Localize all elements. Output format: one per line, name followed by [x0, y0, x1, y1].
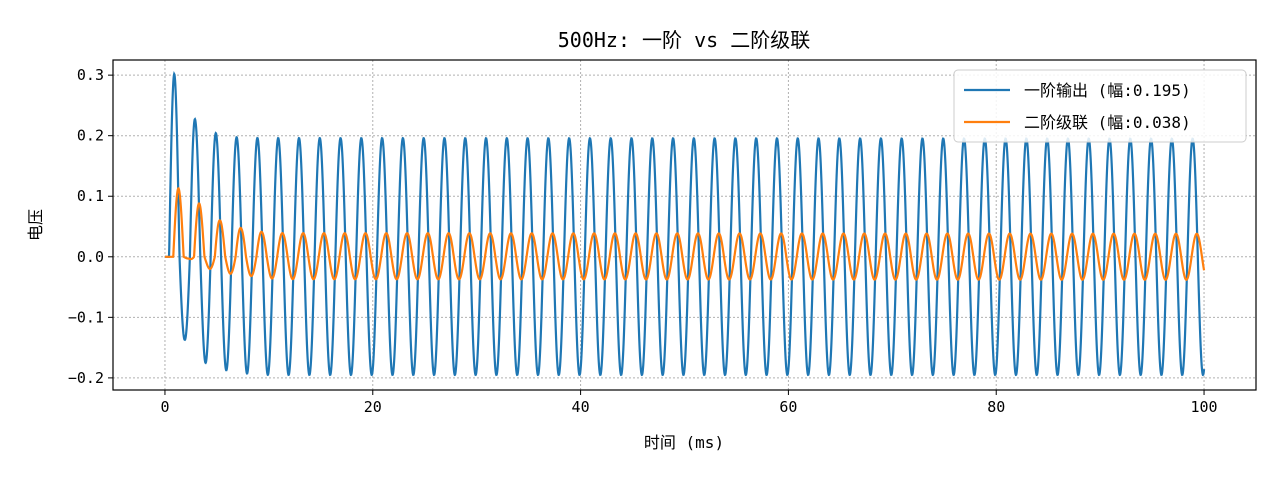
chart-title: 500Hz: 一阶 vs 二阶级联	[558, 28, 810, 52]
y-axis-title: 电压	[26, 209, 45, 241]
plot-frame	[112, 59, 1257, 391]
y-tick-label: 0.1	[77, 187, 104, 205]
x-tick-label: 40	[572, 398, 590, 416]
x-axis-title: 时间 (ms)	[644, 433, 724, 452]
legend-box	[953, 69, 1247, 143]
y-tick-label: 0.0	[77, 248, 104, 266]
x-tick-label: 20	[364, 398, 382, 416]
x-tick-label: 0	[160, 398, 169, 416]
series-lines	[164, 71, 1206, 377]
y-tick-label: 0.3	[77, 66, 104, 84]
legend: 一阶输出 (幅:0.195) 二阶级联 (幅:0.038)	[953, 69, 1247, 143]
x-tick-label: 100	[1190, 398, 1217, 416]
x-tick-label: 80	[987, 398, 1005, 416]
x-tick-label: 60	[779, 398, 797, 416]
series-line-0	[164, 71, 1206, 377]
legend-label: 二阶级联 (幅:0.038)	[1024, 113, 1191, 132]
y-tick-label: −0.2	[68, 369, 104, 387]
legend-label: 一阶输出 (幅:0.195)	[1024, 81, 1191, 100]
x-axis: 0 20 40 60 80 100	[160, 390, 1218, 416]
series-line-1	[164, 187, 1206, 281]
y-tick-label: 0.2	[77, 127, 104, 145]
y-axis: −0.2 −0.1 0.0 0.1 0.2 0.3	[68, 66, 113, 387]
y-tick-label: −0.1	[68, 308, 104, 326]
